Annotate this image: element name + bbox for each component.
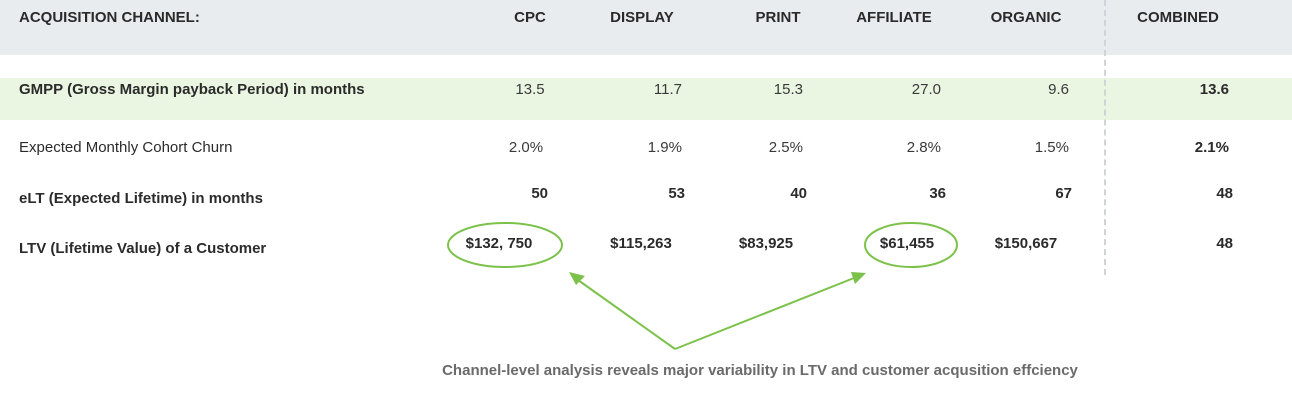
elt-display: 53 — [668, 185, 685, 202]
row-label-elt: eLT (Expected Lifetime) in months — [19, 190, 263, 207]
elt-affiliate: 36 — [929, 185, 946, 202]
ltv-organic: $150,667 — [994, 235, 1058, 252]
ltv-cpc: $132, 750 — [465, 235, 533, 252]
combined-column-divider — [1104, 0, 1106, 275]
churn-affiliate: 2.8% — [906, 139, 941, 156]
col-header-affiliate: AFFILIATE — [856, 9, 932, 26]
row-label-gmpp: GMPP (Gross Margin payback Period) in mo… — [19, 81, 365, 98]
col-header-combined: COMBINED — [1137, 9, 1219, 26]
col-header-cpc: CPC — [514, 9, 546, 26]
col-header-display: DISPLAY — [610, 9, 674, 26]
gmpp-print: 15.3 — [773, 81, 803, 98]
cpc-ltv-highlight-ellipse — [447, 222, 563, 268]
acquisition-channel-header: ACQUISITION CHANNEL: — [19, 9, 200, 26]
arrow-to-cpc-line — [577, 279, 676, 350]
affiliate-ltv-highlight-ellipse — [864, 222, 958, 268]
elt-combined: 48 — [1216, 185, 1233, 202]
gmpp-affiliate: 27.0 — [911, 81, 941, 98]
gmpp-row-highlight — [0, 78, 1292, 120]
annotation-caption: Channel-level analysis reveals major var… — [442, 362, 1078, 379]
ltv-display: $115,263 — [610, 235, 672, 252]
row-label-churn: Expected Monthly Cohort Churn — [19, 139, 233, 156]
gmpp-combined: 13.6 — [1199, 81, 1229, 98]
col-header-organic: ORGANIC — [990, 9, 1062, 26]
row-label-ltv: LTV (Lifetime Value) of a Customer — [19, 240, 267, 257]
arrow-to-affiliate-head — [851, 272, 866, 284]
elt-organic: 67 — [1055, 185, 1072, 202]
arrow-to-cpc-head — [569, 272, 585, 285]
elt-cpc: 50 — [531, 185, 548, 202]
churn-combined: 2.1% — [1194, 139, 1229, 156]
gmpp-display: 11.7 — [653, 81, 682, 98]
churn-print: 2.5% — [768, 139, 803, 156]
table-header-band — [0, 0, 1292, 55]
ltv-affiliate: $61,455 — [879, 235, 935, 252]
churn-cpc: 2.0% — [508, 139, 544, 156]
gmpp-cpc: 13.5 — [515, 81, 545, 98]
ltv-print: $83,925 — [738, 235, 794, 252]
churn-display: 1.9% — [647, 139, 682, 156]
arrow-to-affiliate-line — [674, 277, 855, 350]
ltv-combined: 48 — [1216, 235, 1233, 252]
gmpp-organic: 9.6 — [1048, 81, 1069, 98]
elt-print: 40 — [790, 185, 807, 202]
churn-organic: 1.5% — [1034, 139, 1069, 156]
col-header-print: PRINT — [755, 9, 801, 26]
